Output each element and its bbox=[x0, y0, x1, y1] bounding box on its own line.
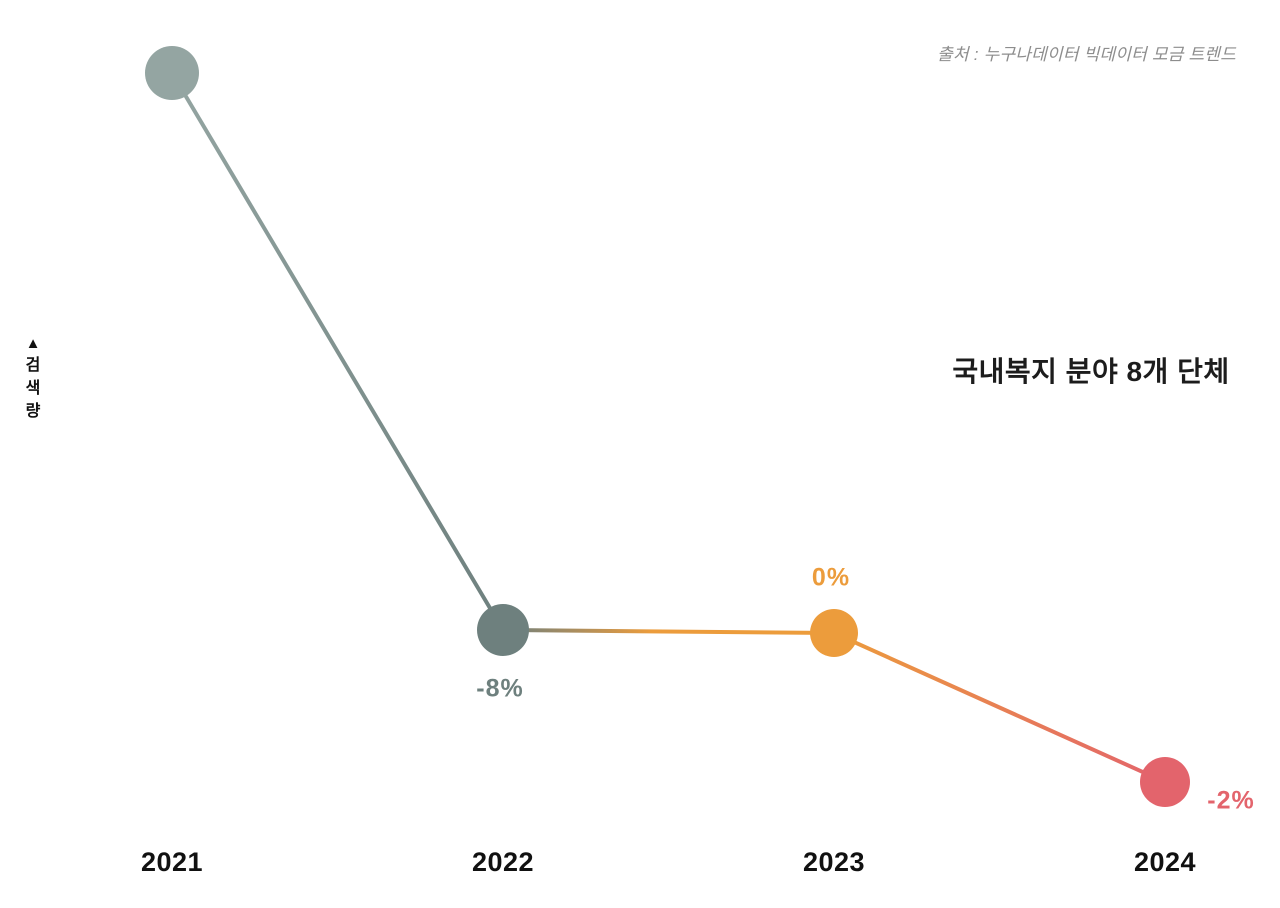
x-axis-label-2021: 2021 bbox=[140, 847, 204, 877]
data-point-2022 bbox=[477, 604, 529, 656]
data-point-2021 bbox=[145, 46, 199, 100]
point-label-2022: -8% bbox=[476, 674, 524, 703]
up-triangle-icon: ▲ bbox=[25, 335, 41, 352]
x-axis-label-2024: 2024 bbox=[1133, 847, 1197, 877]
data-point-2023 bbox=[810, 609, 858, 657]
point-label-2024: -2% bbox=[1207, 786, 1255, 815]
source-note: 출처 : 누구나데이터 빅데이터 모금 트렌드 bbox=[937, 45, 1236, 64]
y-axis-label: ▲ 검 색 량 bbox=[20, 336, 46, 420]
chart-annotation: 국내복지 분야 8개 단체 bbox=[952, 356, 1230, 387]
x-axis-label-2023: 2023 bbox=[802, 847, 866, 877]
line-segment-2021-2022 bbox=[170, 71, 505, 632]
y-axis-char: 량 bbox=[25, 403, 41, 420]
line-segment-2023-2024 bbox=[833, 631, 1166, 784]
line-segment-2022-2023 bbox=[502, 628, 835, 635]
point-label-2023: 0% bbox=[811, 563, 851, 592]
data-point-2024 bbox=[1140, 757, 1190, 807]
x-axis-label-2022: 2022 bbox=[471, 847, 535, 877]
y-axis-char: 색 bbox=[25, 380, 41, 397]
y-axis-char: 검 bbox=[25, 357, 41, 374]
